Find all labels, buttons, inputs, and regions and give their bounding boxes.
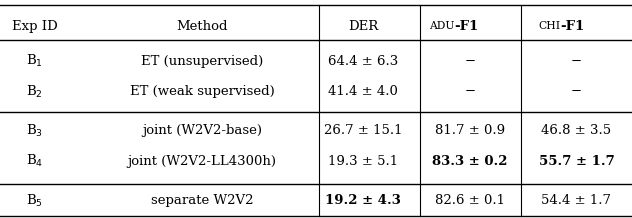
Text: joint (W2V2-base): joint (W2V2-base) bbox=[142, 124, 262, 137]
Text: ET (weak supervised): ET (weak supervised) bbox=[130, 85, 275, 98]
Text: CHI: CHI bbox=[538, 21, 561, 31]
Text: 19.3 ± 5.1: 19.3 ± 5.1 bbox=[329, 155, 398, 168]
Text: separate W2V2: separate W2V2 bbox=[151, 194, 253, 207]
Text: B$_3$: B$_3$ bbox=[27, 123, 43, 139]
Text: −: − bbox=[571, 85, 582, 98]
Text: ADU: ADU bbox=[429, 21, 454, 31]
Text: 46.8 ± 3.5: 46.8 ± 3.5 bbox=[542, 124, 611, 137]
Text: 19.2 ± 4.3: 19.2 ± 4.3 bbox=[325, 194, 401, 207]
Text: ET (unsupervised): ET (unsupervised) bbox=[141, 54, 264, 68]
Text: 41.4 ± 4.0: 41.4 ± 4.0 bbox=[329, 85, 398, 98]
Text: 82.6 ± 0.1: 82.6 ± 0.1 bbox=[435, 194, 505, 207]
Text: −: − bbox=[465, 85, 476, 98]
Text: B$_5$: B$_5$ bbox=[27, 192, 43, 209]
Text: B$_1$: B$_1$ bbox=[27, 53, 43, 69]
Text: B$_2$: B$_2$ bbox=[27, 83, 43, 100]
Text: 81.7 ± 0.9: 81.7 ± 0.9 bbox=[435, 124, 505, 137]
Text: B$_4$: B$_4$ bbox=[26, 153, 44, 169]
Text: 83.3 ± 0.2: 83.3 ± 0.2 bbox=[432, 155, 508, 168]
Text: 26.7 ± 15.1: 26.7 ± 15.1 bbox=[324, 124, 403, 137]
Text: Exp ID: Exp ID bbox=[12, 20, 58, 33]
Text: 55.7 ± 1.7: 55.7 ± 1.7 bbox=[538, 155, 614, 168]
Text: 54.4 ± 1.7: 54.4 ± 1.7 bbox=[542, 194, 611, 207]
Text: Method: Method bbox=[176, 20, 228, 33]
Text: 64.4 ± 6.3: 64.4 ± 6.3 bbox=[328, 54, 399, 68]
Text: DER: DER bbox=[348, 20, 379, 33]
Text: -F1: -F1 bbox=[561, 20, 585, 33]
Text: −: − bbox=[465, 54, 476, 68]
Text: -F1: -F1 bbox=[454, 20, 478, 33]
Text: joint (W2V2-LL4300h): joint (W2V2-LL4300h) bbox=[128, 155, 277, 168]
Text: −: − bbox=[571, 54, 582, 68]
